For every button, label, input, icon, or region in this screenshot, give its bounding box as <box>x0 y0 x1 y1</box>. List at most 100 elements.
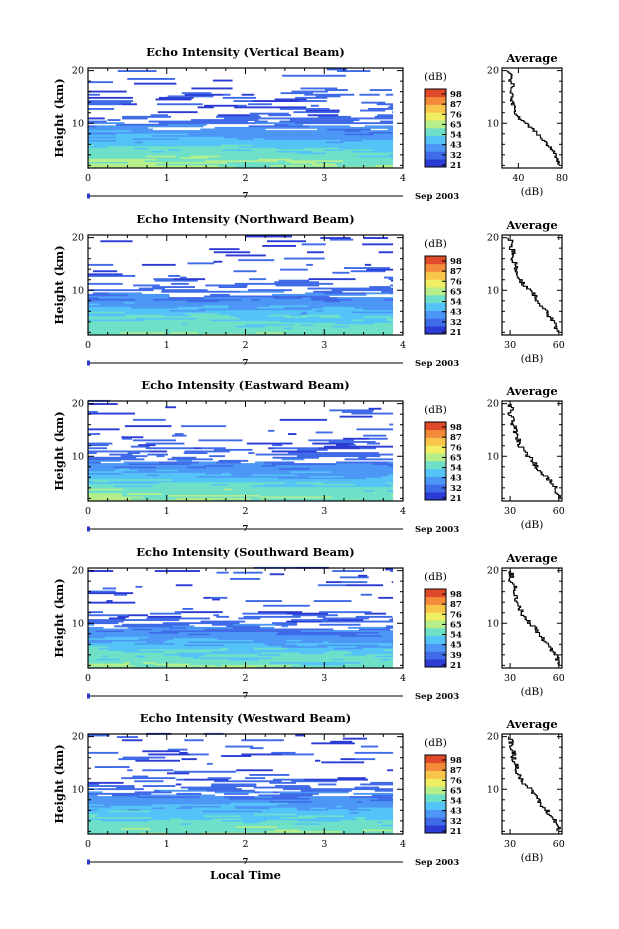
heatmap-cell <box>234 805 241 808</box>
heatmap-cell <box>343 808 349 811</box>
heatmap-cell <box>374 489 387 492</box>
heatmap-cell <box>312 133 346 136</box>
heatmap-cell <box>109 617 126 620</box>
heatmap-cell <box>382 114 393 117</box>
heatmap-cell <box>358 574 368 577</box>
heatmap-cell <box>261 136 299 139</box>
heatmap-cell <box>88 471 110 473</box>
heatmap-cell <box>281 753 314 756</box>
heatmap-cell <box>299 312 308 315</box>
heatmap-cell <box>237 138 255 140</box>
colorbar-tick-label: 54 <box>450 797 462 807</box>
heatmap-cell <box>315 789 352 792</box>
heatmap-cell <box>103 804 152 806</box>
heatmap-cell <box>389 423 394 426</box>
heatmap-cell <box>132 802 149 805</box>
heatmap-cell <box>154 800 169 803</box>
heatmap-cell <box>230 802 253 805</box>
heatmap-cell <box>273 130 291 132</box>
heatmap-cell <box>125 647 140 650</box>
heatmap-cell <box>387 496 394 499</box>
heatmap-cell <box>251 626 261 629</box>
heatmap-cell <box>183 452 208 454</box>
average-x-tick-label: 60 <box>553 839 565 850</box>
heatmap-cell <box>319 333 350 336</box>
heatmap-cell <box>370 808 393 811</box>
colorbar-frame <box>424 754 447 834</box>
heatmap-cell <box>119 305 140 307</box>
heatmap-cell <box>378 483 394 486</box>
heatmap-cell <box>357 832 388 835</box>
heatmap-cell <box>142 301 174 304</box>
heatmap-cell <box>253 138 266 140</box>
heatmap-cell <box>175 796 200 798</box>
heatmap-cell <box>274 818 280 821</box>
heatmap-cell <box>97 808 108 811</box>
heatmap-cell <box>347 485 392 488</box>
heatmap-cell <box>214 799 262 802</box>
heatmap-cell <box>131 619 159 621</box>
heatmap-cell <box>341 830 361 833</box>
heatmap-cell <box>340 494 362 497</box>
heatmap-cell <box>270 491 276 494</box>
heatmap-cell <box>235 325 266 328</box>
heatmap-cell <box>225 491 272 494</box>
heatmap-cell <box>239 160 269 162</box>
heatmap-cell <box>304 131 319 134</box>
x-tick-label: 4 <box>400 340 406 351</box>
heatmap-cell <box>107 303 143 306</box>
heatmap-cell <box>88 614 129 617</box>
colorbar-frame <box>424 88 447 168</box>
heatmap-cell <box>371 794 391 797</box>
heatmap-cell <box>134 826 142 828</box>
heatmap-cell <box>290 158 326 161</box>
heatmap-cell <box>94 766 130 768</box>
colorbar-tick-label: 21 <box>450 661 462 671</box>
heatmap-cell <box>168 275 180 277</box>
heatmap-cell <box>88 320 124 323</box>
heatmap-cell <box>291 491 311 494</box>
heatmap-cell <box>314 499 327 502</box>
heatmap-cell <box>330 796 350 798</box>
heatmap-cell <box>258 821 285 824</box>
heatmap-cell <box>284 322 308 325</box>
heatmap-cell <box>135 666 143 669</box>
heatmap-cell <box>171 625 195 628</box>
heatmap-cell <box>222 815 241 817</box>
heatmap-cell <box>88 461 101 464</box>
heatmap-cell <box>355 615 393 618</box>
heatmap-cell <box>326 499 345 502</box>
heatmap-cell <box>272 796 299 798</box>
heatmap-cell <box>278 791 322 794</box>
heatmap-cell <box>186 141 215 144</box>
heatmap-cell <box>202 480 240 483</box>
heatmap-cell <box>260 141 306 144</box>
average-frame <box>501 400 563 502</box>
heatmap-cell <box>274 123 289 126</box>
heatmap-cell <box>176 464 205 467</box>
heatmap-cell <box>386 652 393 655</box>
heatmap-cell <box>282 489 305 492</box>
heatmap-cell <box>92 475 114 478</box>
heatmap-cell <box>267 240 306 243</box>
heatmap-cell <box>88 829 108 832</box>
y-tick-label: 10 <box>72 285 84 296</box>
heatmap-cell <box>116 136 153 139</box>
heatmap-cell <box>354 166 393 169</box>
heatmap-cell <box>244 636 284 639</box>
heatmap-cell <box>287 493 307 495</box>
heatmap-cell <box>307 287 352 290</box>
heatmap-cell <box>167 494 216 497</box>
heatmap-cell <box>390 471 394 473</box>
heatmap-cell <box>147 486 183 489</box>
heatmap-cell <box>103 802 133 805</box>
heatmap-cell <box>344 653 367 656</box>
heatmap-cell <box>187 262 196 265</box>
heatmap-cell <box>228 306 258 309</box>
heatmap-cell <box>218 286 247 288</box>
colorbar-segment <box>425 659 446 668</box>
heatmap-cell <box>259 496 292 499</box>
heatmap-cell <box>176 778 185 781</box>
heatmap-cell <box>88 751 119 754</box>
